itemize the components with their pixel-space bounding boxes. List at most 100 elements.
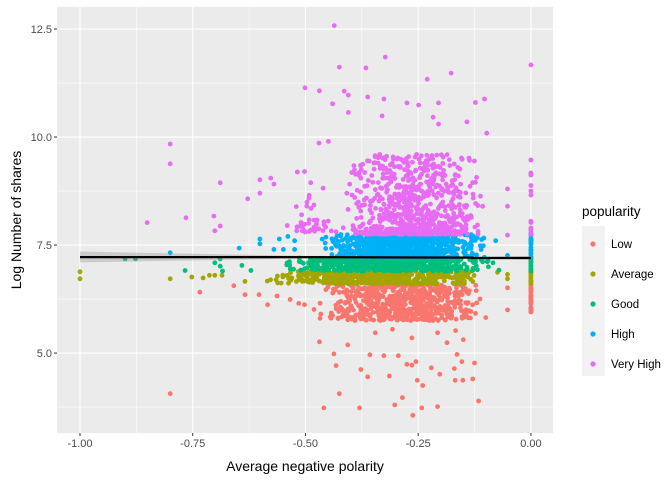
data-point <box>395 212 400 217</box>
data-point <box>428 250 433 256</box>
data-point <box>407 250 413 256</box>
data-point <box>473 311 478 316</box>
data-point <box>460 215 466 221</box>
data-point <box>440 241 446 247</box>
data-point <box>372 295 378 300</box>
data-point <box>441 278 447 284</box>
data-point <box>453 172 458 178</box>
data-point <box>182 268 188 273</box>
data-point <box>371 166 377 172</box>
data-point <box>311 202 317 208</box>
data-point <box>328 228 334 234</box>
data-point <box>460 337 466 343</box>
data-point <box>474 175 479 180</box>
data-point <box>212 228 218 234</box>
data-point <box>368 203 373 209</box>
data-point <box>438 213 444 219</box>
data-point <box>416 102 421 108</box>
data-point <box>385 187 390 193</box>
data-point <box>431 238 437 243</box>
data-point <box>364 308 370 313</box>
data-point <box>167 391 173 397</box>
data-point <box>368 237 373 243</box>
data-point <box>404 361 410 367</box>
data-point <box>337 290 342 295</box>
data-point <box>330 264 336 270</box>
data-point <box>361 197 367 203</box>
data-point <box>301 278 307 284</box>
data-point <box>220 268 225 274</box>
data-point <box>362 183 367 189</box>
legend-key-very-high <box>590 361 596 367</box>
data-point <box>245 196 251 202</box>
data-point <box>496 267 502 273</box>
data-point <box>389 296 394 301</box>
data-point <box>294 169 300 175</box>
data-point <box>437 237 442 242</box>
data-point <box>335 315 341 321</box>
data-point <box>358 367 364 372</box>
data-point <box>459 315 465 321</box>
data-point <box>296 301 302 306</box>
data-point <box>427 220 433 226</box>
data-point <box>460 225 465 231</box>
data-point <box>396 249 401 255</box>
data-point <box>380 266 385 272</box>
data-point <box>372 330 378 336</box>
data-point <box>292 247 297 252</box>
data-point <box>330 101 335 107</box>
data-point <box>398 277 403 283</box>
data-point <box>271 181 277 187</box>
data-point <box>200 275 206 281</box>
data-point <box>402 194 407 200</box>
data-point <box>391 279 397 285</box>
data-point <box>484 130 490 136</box>
data-point <box>313 276 318 281</box>
data-point <box>473 258 478 264</box>
data-point <box>374 228 379 234</box>
data-point <box>456 280 462 286</box>
data-point <box>436 244 442 249</box>
data-point <box>377 152 383 157</box>
data-point <box>389 315 395 320</box>
data-point <box>442 220 448 226</box>
data-point <box>475 229 481 234</box>
data-point <box>450 242 455 248</box>
data-point <box>351 307 356 313</box>
data-point <box>349 170 355 175</box>
data-point <box>404 229 410 235</box>
data-point <box>377 295 383 300</box>
series-low <box>167 281 534 418</box>
data-point <box>276 236 282 242</box>
data-point <box>296 259 302 264</box>
data-point <box>354 312 359 318</box>
x-axis-title: Average negative polarity <box>226 458 384 474</box>
data-point <box>331 23 337 28</box>
data-point <box>356 238 362 244</box>
data-point <box>354 187 360 193</box>
data-point <box>362 202 367 208</box>
data-point <box>398 222 403 228</box>
data-point <box>401 273 406 279</box>
data-point <box>389 266 394 272</box>
data-point <box>437 286 443 292</box>
data-point <box>467 183 473 189</box>
data-point <box>387 309 393 315</box>
data-point <box>378 309 383 315</box>
data-point <box>428 365 434 371</box>
data-point <box>374 259 379 264</box>
data-point <box>361 268 367 274</box>
data-point <box>440 177 445 183</box>
legend-key-average <box>590 271 596 277</box>
data-point <box>305 273 310 278</box>
data-point <box>433 214 439 219</box>
data-point <box>394 298 400 303</box>
data-point <box>274 293 280 299</box>
data-point <box>333 363 339 368</box>
data-point <box>381 202 387 208</box>
data-point <box>407 290 413 296</box>
data-point <box>302 221 307 227</box>
data-point <box>398 216 404 222</box>
data-point <box>444 152 450 158</box>
data-point <box>257 236 263 242</box>
